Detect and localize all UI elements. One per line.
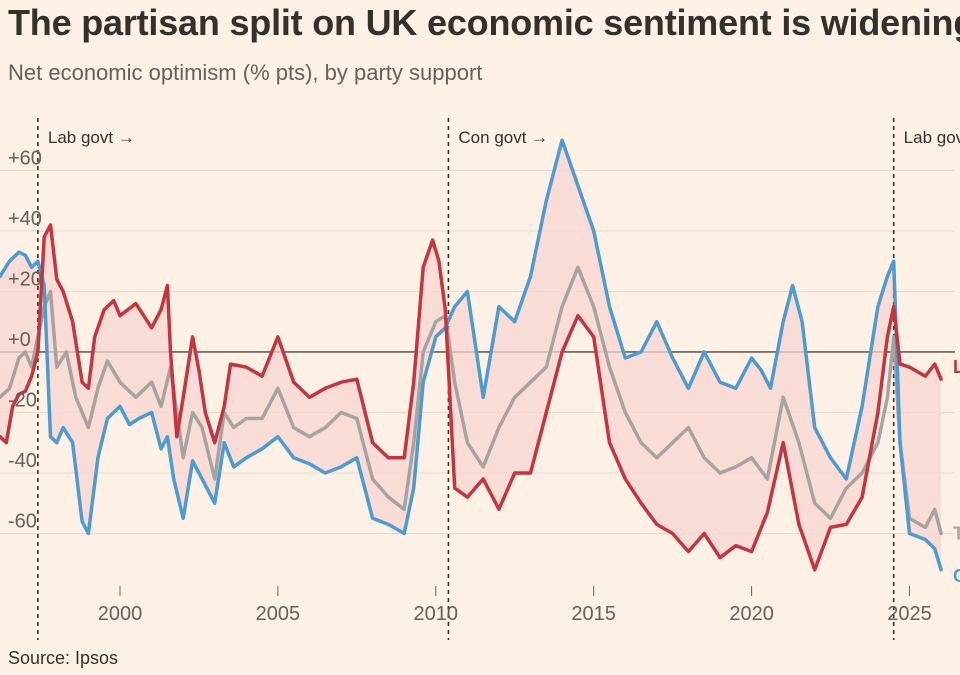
y-tick-label: -20 xyxy=(8,389,37,411)
government-change-label: Lab govt → xyxy=(904,128,960,147)
x-tick-label: 2005 xyxy=(256,603,301,625)
government-change-markers: Lab govt → Con govt → Lab govt → xyxy=(37,118,960,640)
x-tick-label: 2010 xyxy=(414,603,459,625)
y-axis: +60 +40 +20 +0 -20 -40 -60 xyxy=(8,147,42,532)
government-change-label: Con govt → xyxy=(458,128,548,147)
government-change-label: Lab govt → xyxy=(48,128,135,147)
lab-con-gap-band xyxy=(0,140,942,570)
y-tick-label: -40 xyxy=(8,450,37,472)
x-axis: 2000 2005 2010 2015 2020 2025 xyxy=(98,586,932,625)
series-label-lab: Lab xyxy=(953,357,960,377)
x-tick-label: 2000 xyxy=(98,603,143,625)
y-tick-label: +40 xyxy=(8,208,42,230)
series-line-con xyxy=(0,138,943,572)
source-note: Source: Ipsos xyxy=(8,648,119,668)
series-line-lab xyxy=(0,223,943,572)
y-tick-label: +20 xyxy=(8,268,42,290)
chart-subtitle: Net economic optimism (% pts), by party … xyxy=(8,60,483,85)
gap-area xyxy=(0,140,942,570)
series-labels: Total Con Lab xyxy=(953,357,960,586)
series-line-total xyxy=(0,265,943,536)
series-label-con: Con xyxy=(953,566,960,586)
x-tick-label: 2020 xyxy=(729,603,774,625)
x-tick-label: 2015 xyxy=(571,603,616,625)
x-tick-label: 2025 xyxy=(887,603,932,625)
series-lines xyxy=(0,138,943,572)
series-label-total: Total xyxy=(953,523,960,543)
y-tick-label: -60 xyxy=(8,510,37,532)
y-tick-label: +0 xyxy=(8,329,31,351)
y-tick-label: +60 xyxy=(8,147,42,169)
chart-title: The partisan split on UK economic sentim… xyxy=(8,2,960,43)
